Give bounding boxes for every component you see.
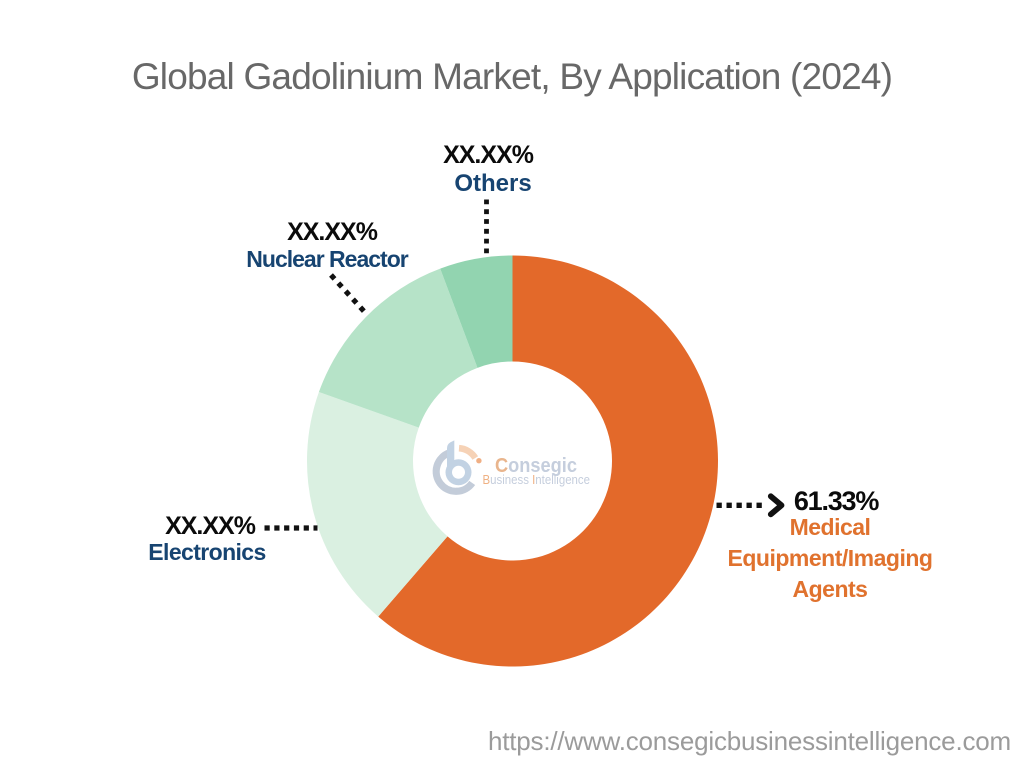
- svg-text:Consegic: Consegic: [495, 455, 577, 477]
- svg-text:Business Intelligence: Business Intelligence: [483, 472, 591, 487]
